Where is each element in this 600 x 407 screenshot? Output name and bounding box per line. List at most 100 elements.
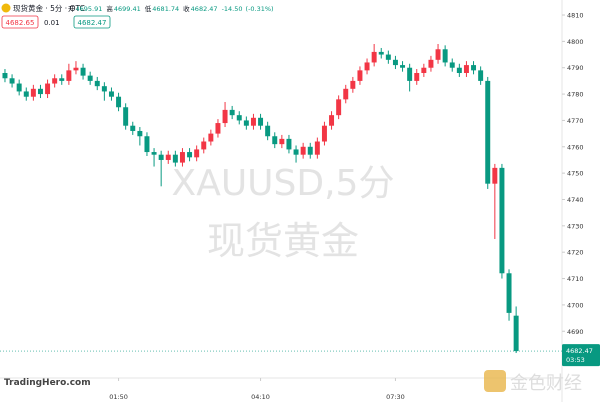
candle-body bbox=[400, 65, 406, 68]
candle-body bbox=[194, 149, 200, 158]
candle-body bbox=[364, 62, 370, 71]
candle-body bbox=[428, 59, 434, 68]
candle-body bbox=[378, 51, 384, 55]
candle-body bbox=[201, 141, 207, 150]
countdown: 03:53 bbox=[566, 356, 585, 364]
candle-body bbox=[449, 62, 455, 68]
candle-body bbox=[87, 75, 93, 81]
candle-body bbox=[314, 141, 320, 155]
candle-body bbox=[158, 154, 164, 160]
candle-body bbox=[471, 65, 477, 71]
candle-body bbox=[392, 59, 398, 66]
y-tick-label: 4780 bbox=[567, 91, 584, 99]
candle-body bbox=[2, 72, 8, 79]
candle-body bbox=[243, 120, 249, 126]
candle-body bbox=[485, 80, 491, 184]
candle-body bbox=[258, 117, 264, 126]
candle-body bbox=[421, 67, 427, 73]
candle-body bbox=[94, 80, 100, 87]
candle-body bbox=[492, 167, 498, 184]
candle-body bbox=[37, 88, 43, 95]
watermark: XAUUSD,5分 现货黄金 bbox=[172, 163, 395, 263]
y-tick-label: 4810 bbox=[567, 12, 584, 20]
candle-body bbox=[272, 136, 278, 145]
x-tick-label: 07:30 bbox=[386, 393, 405, 401]
candle-body bbox=[172, 154, 178, 163]
ohlc-value: 4699.41 bbox=[114, 5, 141, 13]
candle-body bbox=[442, 49, 448, 63]
candle-body bbox=[336, 99, 342, 116]
sell-price: 4682.65 bbox=[6, 19, 35, 27]
ohlc-value: 4695.91 bbox=[76, 5, 103, 13]
symbol-title: 现货黄金 · 5分 · OTC bbox=[13, 3, 85, 13]
candle-body bbox=[144, 136, 150, 153]
candle-body bbox=[137, 130, 143, 137]
change-percent: (-0.31%) bbox=[246, 5, 274, 13]
candle-body bbox=[9, 78, 15, 84]
candle-body bbox=[45, 83, 51, 95]
ohlc-label: 高 bbox=[106, 4, 113, 13]
candle-body bbox=[215, 123, 221, 134]
y-tick-label: 4750 bbox=[567, 170, 584, 178]
candle-body bbox=[357, 70, 363, 81]
y-tick-label: 4770 bbox=[567, 117, 584, 125]
candle-body bbox=[265, 125, 271, 137]
candle-body bbox=[279, 138, 285, 145]
candle-body bbox=[300, 146, 306, 155]
candle-body bbox=[350, 80, 356, 89]
ohlc-label: 低 bbox=[145, 4, 152, 13]
candle-body bbox=[321, 125, 327, 142]
candle-body bbox=[16, 83, 22, 92]
candle-body bbox=[101, 86, 107, 92]
candle-body bbox=[499, 167, 505, 274]
x-tick-label: 04:10 bbox=[251, 393, 270, 401]
candle-body bbox=[30, 88, 36, 97]
spread: 0.01 bbox=[44, 19, 60, 27]
y-tick-label: 4690 bbox=[567, 328, 584, 336]
candle-body bbox=[478, 70, 484, 81]
candle-body bbox=[116, 96, 122, 108]
candle-body bbox=[385, 54, 391, 60]
candle-body bbox=[179, 152, 185, 163]
candle-body bbox=[286, 138, 292, 150]
sell-box[interactable] bbox=[1, 15, 39, 29]
candle-body bbox=[151, 152, 157, 155]
ohlc-value: 4682.47 bbox=[191, 5, 218, 13]
plot bbox=[0, 44, 562, 354]
candle-body bbox=[73, 67, 79, 71]
candle-body bbox=[208, 133, 214, 142]
buy-box[interactable] bbox=[73, 15, 111, 29]
candle-body bbox=[329, 115, 335, 126]
y-tick-label: 4800 bbox=[567, 38, 584, 46]
source-watermark: 金色财经 bbox=[510, 373, 582, 394]
candle-body bbox=[229, 109, 235, 116]
candle-body bbox=[66, 70, 72, 81]
y-tick-label: 4700 bbox=[567, 301, 584, 309]
brand: TradingHero.com bbox=[4, 378, 91, 388]
watermark-name: 现货黄金 bbox=[207, 219, 359, 263]
ohlc-label: 开 bbox=[68, 5, 75, 13]
candle-body bbox=[435, 49, 441, 60]
y-tick-label: 4720 bbox=[567, 249, 584, 257]
candle-body bbox=[343, 88, 349, 100]
symbol-icon bbox=[1, 3, 11, 13]
candle-body bbox=[130, 125, 136, 131]
candle-body bbox=[456, 67, 462, 73]
ohlc-label: 收 bbox=[183, 4, 190, 13]
candle-body bbox=[293, 149, 299, 155]
candle-body bbox=[187, 152, 193, 158]
candle-body bbox=[52, 78, 58, 84]
y-tick-label: 4790 bbox=[567, 64, 584, 72]
candle-body bbox=[23, 91, 29, 97]
buy-price: 4682.47 bbox=[78, 19, 107, 27]
candle-body bbox=[236, 115, 242, 121]
candle-body bbox=[463, 65, 469, 73]
change: -14.50 bbox=[222, 5, 243, 13]
y-tick-label: 4760 bbox=[567, 143, 584, 151]
header: 现货黄金 · 5分 · OTC 4682.65 0.01 4682.47 开 46… bbox=[1, 3, 274, 29]
candle-body bbox=[407, 67, 413, 81]
y-tick-label: 4740 bbox=[567, 196, 584, 204]
candle-body bbox=[108, 91, 114, 97]
watermark-symbol: XAUUSD,5分 bbox=[172, 163, 395, 204]
